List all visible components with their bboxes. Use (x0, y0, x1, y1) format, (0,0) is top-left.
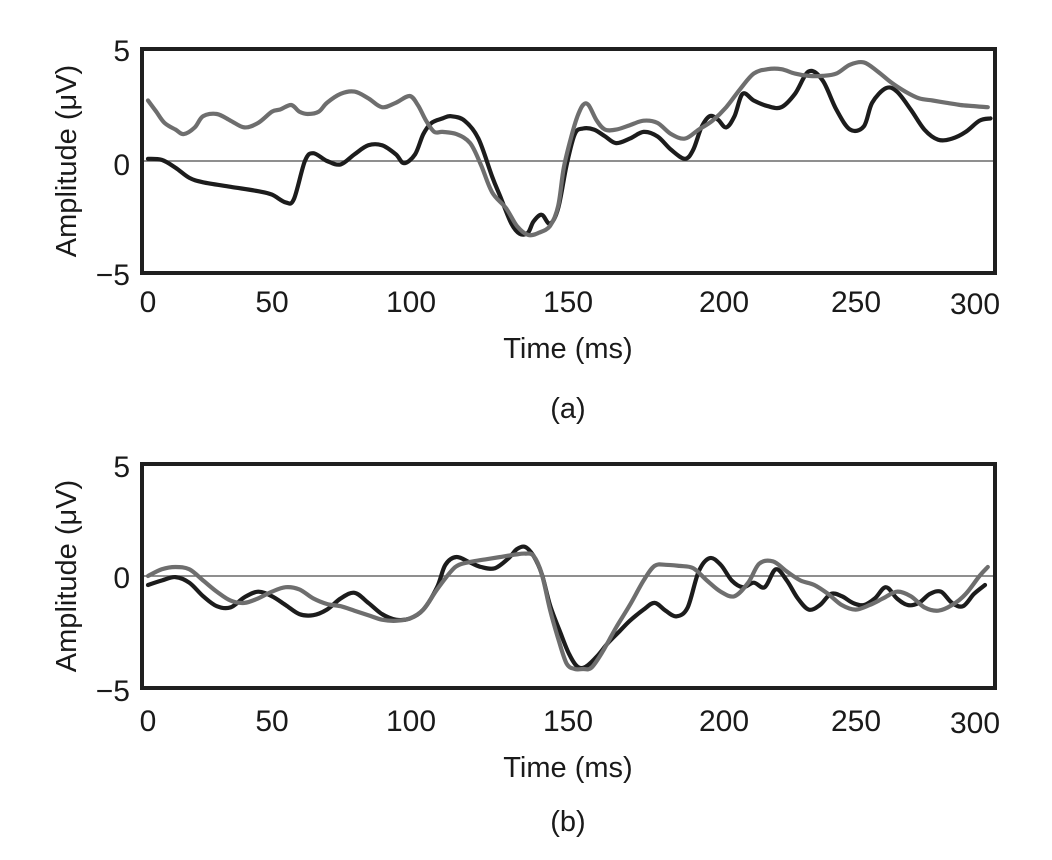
x-tick-label: 50 (255, 286, 288, 319)
x-tick-label: 50 (255, 705, 288, 738)
x-tick-label: 200 (699, 286, 749, 319)
plot-frame (140, 47, 997, 275)
panel-caption: (b) (550, 806, 585, 838)
y-axis-label: Amplitude (μV) (51, 480, 83, 672)
x-tick-label: 250 (831, 705, 881, 738)
series-line-black (145, 68, 993, 237)
y-tick-label: 5 (113, 35, 130, 68)
y-tick-label: 5 (113, 451, 130, 484)
x-tick-labels: 0 50 100 150 200 250 300 (140, 286, 1000, 321)
series-line-gray (145, 59, 990, 238)
x-tick-label: 150 (543, 286, 593, 319)
x-tick-label: 0 (140, 286, 157, 319)
series-line-gray (145, 551, 990, 672)
series-line-black (145, 544, 988, 671)
y-tick-label: −5 (96, 259, 130, 292)
panel-caption: (a) (550, 393, 585, 425)
x-axis-label: Time (ms) (503, 752, 632, 784)
x-tick-label: 200 (699, 705, 749, 738)
x-axis-label: Time (ms) (503, 333, 632, 365)
x-tick-labels: 0 50 100 150 200 250 300 (140, 705, 1000, 740)
y-tick-label: 0 (113, 149, 130, 182)
x-tick-label: 300 (950, 707, 1000, 740)
y-tick-label: 0 (113, 562, 130, 595)
x-tick-label: 100 (386, 286, 436, 319)
y-tick-labels: 5 0 −5 (96, 35, 130, 292)
x-tick-label: 300 (950, 288, 1000, 321)
y-axis-label: Amplitude (μV) (51, 65, 83, 257)
panel-b: Amplitude (μV) 5 0 −5 0 50 100 150 200 2… (51, 451, 1000, 838)
plot-frame (140, 462, 997, 690)
x-tick-label: 100 (386, 705, 436, 738)
x-tick-label: 150 (543, 705, 593, 738)
x-tick-label: 0 (140, 705, 157, 738)
y-tick-labels: 5 0 −5 (96, 451, 130, 708)
panel-a: Amplitude (μV) 5 0 −5 0 50 100 150 200 2… (51, 35, 1000, 425)
y-tick-label: −5 (96, 675, 130, 708)
x-tick-label: 250 (831, 286, 881, 319)
